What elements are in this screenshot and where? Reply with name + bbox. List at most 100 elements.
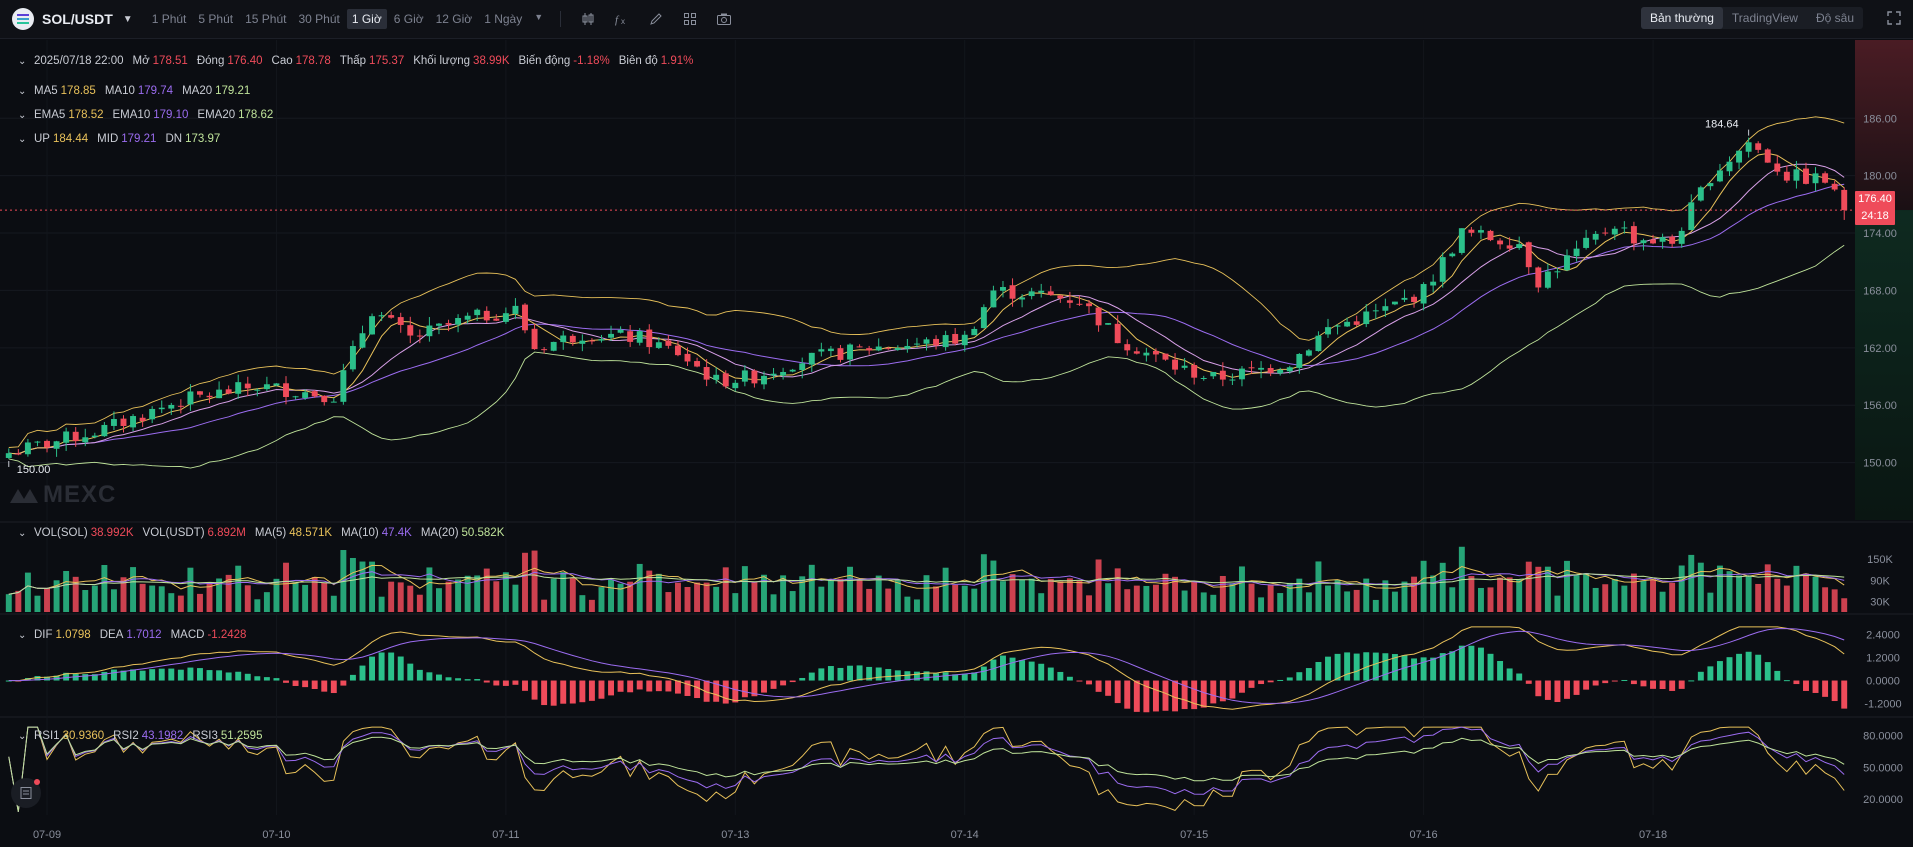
rsi-legend: ⌄ RSI1 30.9360 RSI2 43.1982 RSI3 51.2595 <box>0 730 271 742</box>
collapse-chevron-icon[interactable]: ⌄ <box>18 629 27 641</box>
high-label: Cao <box>271 55 293 67</box>
volume-bar <box>455 579 462 612</box>
volume-bar <box>244 585 251 612</box>
volume-bar <box>330 595 337 612</box>
macd-histogram-bar <box>158 668 165 681</box>
interval-tab[interactable]: 12 Giờ <box>435 12 473 26</box>
candle-body <box>225 389 232 394</box>
candle-body <box>149 408 156 420</box>
macd-histogram-bar <box>1583 680 1590 690</box>
candle-body <box>1372 310 1379 312</box>
macd-histogram-bar <box>1210 680 1217 704</box>
interval-tab[interactable]: 1 Ngày <box>484 12 523 26</box>
rsi-tick-label: 50.0000 <box>1863 762 1903 774</box>
view-tab[interactable]: Bản thường <box>1640 7 1723 29</box>
camera-icon[interactable] <box>715 10 733 28</box>
candle-body <box>1449 253 1456 257</box>
macd-histogram-bar <box>799 677 806 681</box>
macd-label: MACD <box>170 629 205 641</box>
volume-bar <box>1277 593 1284 612</box>
symbol-name[interactable]: SOL/USDT <box>42 11 113 27</box>
candle-body <box>904 345 911 349</box>
symbol-dropdown-icon[interactable]: ▼ <box>122 13 133 25</box>
macd-histogram-bar <box>847 665 853 681</box>
collapse-chevron-icon[interactable]: ⌄ <box>18 133 27 145</box>
candle-body <box>722 373 729 387</box>
interval-tab[interactable]: 15 Phút <box>245 12 287 26</box>
volume-bar <box>1745 576 1752 612</box>
macd-histogram-bar <box>311 680 318 690</box>
volume-bar <box>197 593 203 612</box>
candle-body <box>1391 301 1398 305</box>
vol-usdt-label: VOL(USDT) <box>142 527 205 539</box>
dea-label: DEA <box>99 629 124 641</box>
candle-body <box>1659 237 1666 242</box>
interval-tab[interactable]: 30 Phút <box>298 12 340 26</box>
volume-bar <box>741 566 748 612</box>
layout-grid-icon[interactable] <box>681 10 699 28</box>
interval-tab[interactable]: 1 Phút <box>151 12 187 26</box>
volume-bar <box>1487 587 1494 612</box>
view-tab[interactable]: TradingView <box>1731 11 1798 25</box>
collapse-chevron-icon[interactable]: ⌄ <box>18 527 27 539</box>
macd-histogram-bar <box>216 670 223 681</box>
interval-tab[interactable]: 5 Phút <box>198 12 234 26</box>
fullscreen-icon[interactable] <box>1887 11 1901 30</box>
macd-histogram-bar <box>1745 651 1752 681</box>
macd-histogram-bar <box>1162 680 1169 711</box>
candle-body <box>44 440 50 448</box>
volume-bar <box>273 578 280 612</box>
candle-body <box>168 404 175 409</box>
macd-histogram-bar <box>321 680 328 692</box>
close-value: 176.40 <box>227 55 263 67</box>
volume-bar <box>732 593 739 612</box>
macd-histogram-bar <box>1678 680 1685 689</box>
macd-histogram-bar <box>330 680 337 694</box>
macd-histogram-bar <box>1095 680 1102 692</box>
volume-bar <box>1009 574 1016 612</box>
volume-bar <box>1697 562 1704 612</box>
volume-bar <box>158 586 165 612</box>
candle-body <box>1831 183 1838 190</box>
volume-bar <box>608 579 614 612</box>
candle-type-icon[interactable] <box>579 10 597 28</box>
volume-bar <box>1286 582 1293 612</box>
volume-bar <box>1439 562 1446 612</box>
candle-body <box>1650 239 1656 244</box>
macd-histogram-bar <box>1449 651 1456 681</box>
vol-ma10-line <box>8 570 1845 595</box>
macd-histogram-bar <box>789 680 796 683</box>
draw-pencil-icon[interactable] <box>647 10 665 28</box>
interval-tab[interactable]: 6 Giờ <box>393 12 424 26</box>
collapse-chevron-icon[interactable]: ⌄ <box>18 55 27 67</box>
candle-body <box>1305 350 1312 356</box>
price-chart[interactable]: 186.00 180.00 174.00 168.00 162.00 156.00 150.… <box>0 39 1913 847</box>
macd-histogram-bar <box>292 680 299 686</box>
candle-body <box>1382 306 1389 311</box>
candle-body <box>655 342 662 348</box>
volume-bar <box>1305 592 1312 612</box>
macd-histogram-bar <box>1363 652 1370 681</box>
min-price-label: 150.00 <box>17 464 51 476</box>
collapse-chevron-icon[interactable]: ⌄ <box>18 109 27 121</box>
volume-bar <box>216 578 223 612</box>
floating-action-button[interactable] <box>11 778 41 808</box>
macd-histogram-bar <box>1152 680 1159 712</box>
dif-value: 1.0798 <box>55 629 91 641</box>
boll-dn-label: DN <box>165 133 183 145</box>
interval-tab[interactable]: 1 Giờ <box>346 9 387 29</box>
vol-ma5-label: MA(5) <box>254 527 287 539</box>
macd-dif-line <box>8 626 1845 710</box>
interval-dropdown-icon[interactable]: ▼ <box>534 12 544 22</box>
view-tab[interactable]: Độ sâu <box>1815 11 1854 25</box>
macd-histogram-bar <box>1086 680 1092 685</box>
volume-bar <box>1114 568 1121 612</box>
collapse-chevron-icon[interactable]: ⌄ <box>18 85 27 97</box>
collapse-chevron-icon[interactable]: ⌄ <box>18 730 27 742</box>
boll-mid-value: 179.21 <box>121 133 157 145</box>
volume-bar <box>789 591 796 612</box>
toolbar-divider <box>560 11 562 27</box>
candle-body <box>1420 284 1427 304</box>
ema20-value: 178.62 <box>238 109 274 121</box>
